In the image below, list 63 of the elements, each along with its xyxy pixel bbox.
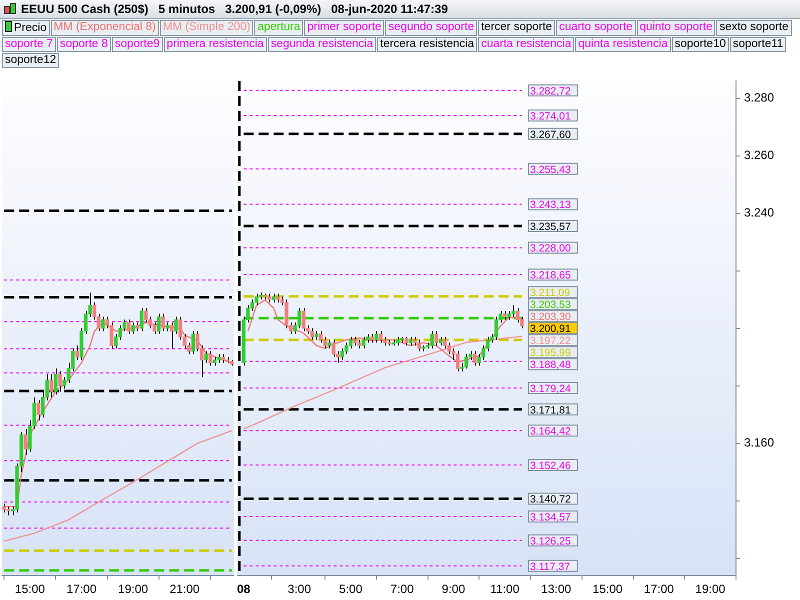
data-label: 3.218,65 [530,270,571,282]
data-label: 3.171,81 [530,404,571,416]
x-tick-label: 5:00 [339,582,363,596]
y-tick-label: 3.240 [744,206,774,220]
x-tick-label: 7:00 [390,582,414,596]
text: primer soporte [304,20,384,36]
data-label: 3.203,53 [530,298,571,311]
y-tick-label: 3.280 [744,90,774,105]
data-label: 3.274,01 [530,110,571,122]
text: soporte9 [112,37,163,52]
text: MM (Exponencial 8) [50,20,159,36]
text: tercera resistencia [377,37,478,52]
legend-label: Precio [2,20,50,36]
text: primera resistencia [164,37,267,52]
data-label: 3.126,25 [530,535,571,548]
data-label: 3.211,09 [530,286,570,299]
text: sexto soporte [716,20,792,36]
text: cuarta resistencia [478,37,574,52]
x-tick-label: 17:00 [644,582,674,596]
y-tick-label: 3.260 [744,148,774,162]
data-label: 3.203,30 [530,310,571,323]
text: MM (Simple 200) [160,20,254,36]
text: 3.200,91 [530,322,571,335]
data-label: 3.134,57 [530,511,571,524]
data-label: 3.179,24 [530,382,571,395]
x-tick-label: 17:00 [66,582,97,596]
text: soporte12 [2,53,60,68]
text: quinta resistencia [575,37,671,52]
data-label: 3.152,46 [530,460,571,472]
text: segundo soporte [385,20,478,36]
data-label: 3.235,57 [530,220,571,233]
data-label: 3.197,22 [530,334,571,347]
text: apertura [254,20,304,36]
data-label: 3.255,43 [530,164,571,176]
x-tick-label: 19:00 [695,582,726,596]
x-tick-label: 21:00 [170,582,200,596]
x-tick-label: 15:00 [14,582,46,596]
text: soporte 7 [2,37,56,52]
data-label: 3.267,60 [530,128,571,141]
text: soporte11 [730,37,786,52]
text: quinto soporte [636,20,716,36]
x-tick-label: 19:00 [118,582,148,596]
text: cuarto soporte [556,20,636,36]
chart-title: EEUU 500 Cash (250$) 5 minutos 3.200,91 (-0,09%) 08-jun-2020 11:47:39 [21,2,448,16]
x-tick-label: 15:00 [592,582,623,596]
x-tick-label: 13:00 [541,582,572,596]
data-label: 3.188,48 [530,358,571,371]
text: tercer soporte [478,20,556,36]
text: segunda resistencia [268,37,376,52]
x-tick-label: 08 [236,582,251,596]
text: soporte 8 [56,37,111,52]
x-tick-label: 9:00 [442,582,466,596]
data-label: 3.117,37 [530,560,570,573]
data-label: 3.282,72 [530,85,571,98]
data-label: 3.140,72 [530,494,571,506]
x-tick-label: 11:00 [490,582,520,596]
data-label: 3.228,00 [530,242,571,255]
x-tick-label: 3:00 [288,582,312,596]
data-label: 3.164,42 [530,426,571,438]
data-label: 3.195,99 [530,346,571,359]
data-label: 3.243,13 [530,199,571,212]
text: soporte10 [672,37,729,52]
y-tick-label: 3.160 [744,436,774,450]
